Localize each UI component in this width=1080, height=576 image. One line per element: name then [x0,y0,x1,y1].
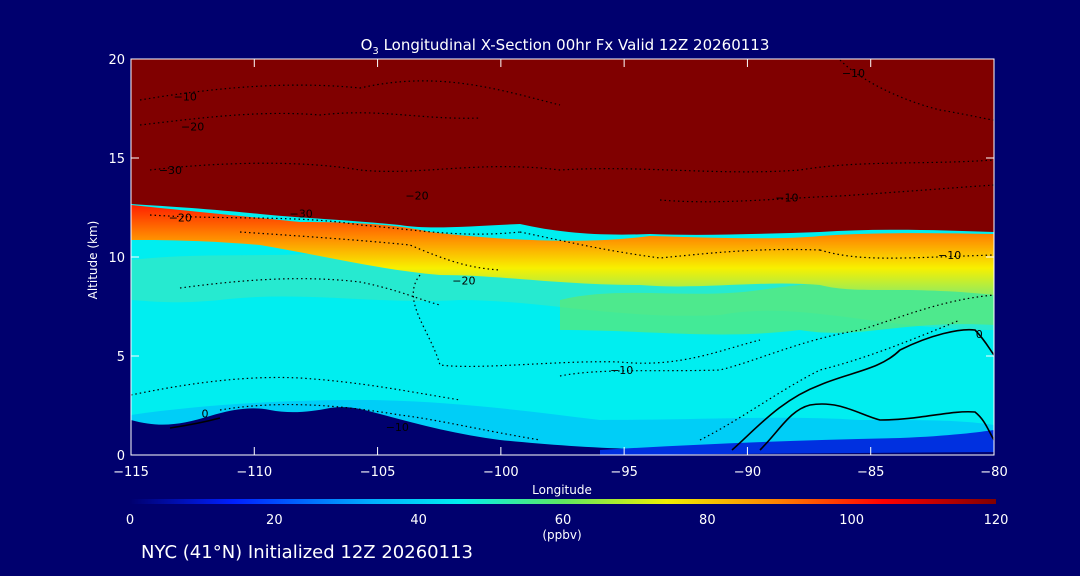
colorbar-tick-label: 60 [555,513,572,528]
x-tick-label: −85 [857,465,884,480]
colorbar-tick-label: 80 [699,513,716,528]
x-axis: −115 −110 −105 −100 −95 −90 −85 −80 [113,59,1008,480]
contour-label: −30 [290,207,313,220]
title-o: O [361,36,373,54]
x-tick-label: −100 [483,465,519,480]
contour-label: 0 [201,407,208,420]
x-tick-label: −115 [113,465,149,480]
terrain [131,407,994,455]
ground-strip [600,430,994,455]
contour-label: −20 [405,190,428,203]
contour-label: −10 [938,249,961,262]
plot-area [131,59,994,455]
contour-label: −20 [169,211,192,224]
contour-label: −10 [386,421,409,434]
colorbar-tick-label: 0 [126,513,134,528]
x-tick-label: −90 [734,465,761,480]
y-tick-label: 10 [108,251,125,266]
contour-line [139,112,481,126]
contour-line [839,59,994,121]
contour-label: −20 [452,275,475,288]
footer-init-label: NYC (41°N) Initialized 12Z 20260113 [141,542,473,563]
solid-contours [169,328,994,451]
chart-title: O3 Longitudinal X-Section 00hr Fx Valid … [361,36,770,57]
x-tick-label: −95 [610,465,637,480]
title-subscript: 3 [372,46,378,57]
contour-label: −10 [842,67,865,80]
colorbar-units: (ppbv) [542,528,581,542]
y-axis-label: Altitude (km) [86,221,100,300]
contour-zero-inner [759,403,994,451]
y-tick-label: 15 [108,152,125,167]
contour-zero-left [169,417,221,429]
contour-label: −10 [174,91,197,104]
y-tick-label: 5 [117,350,125,365]
y-axis: 0 5 10 15 20 [108,53,994,464]
colorbar-tick-label: 20 [266,513,283,528]
x-tick-label: −110 [236,465,272,480]
contour-line [219,403,541,441]
colorbar-ticks: 0 20 40 60 80 100 120 [126,513,1009,528]
contour-line [139,80,561,106]
colorbar-tick-label: 100 [839,513,864,528]
stratosphere-field [131,59,994,235]
ozone-band-green [560,278,994,335]
colorbar-tick-label: 40 [410,513,427,528]
title-rest: Longitudinal X-Section 00hr Fx Valid 12Z… [379,36,770,54]
tropopause-band [131,205,994,295]
contour-line [412,274,761,368]
contour-label: −10 [610,364,633,377]
contour-label: 0 [976,328,983,341]
contour-label: −10 [775,192,798,205]
x-tick-label: −80 [980,465,1007,480]
contour-label: −30 [159,164,182,177]
contour-line [819,249,994,259]
x-tick-label: −105 [360,465,396,480]
y-tick-label: 20 [108,53,125,68]
y-tick-label: 0 [117,449,125,464]
contour-labels: −10 −20 −30 −20 −30 −20 −20 −10 −10 −10 −10 −10 0 0 [159,67,983,434]
colorbar [130,499,996,504]
contour-label: −20 [181,120,204,133]
contour-zero-right [731,328,994,451]
x-axis-label: Longitude [532,483,592,497]
contour-line [659,184,994,203]
dotted-contours [131,59,994,441]
contour-line [179,278,441,306]
contour-line [149,214,521,235]
contour-line [559,294,994,377]
contour-line [149,159,994,173]
colorbar-tick-label: 120 [984,513,1009,528]
